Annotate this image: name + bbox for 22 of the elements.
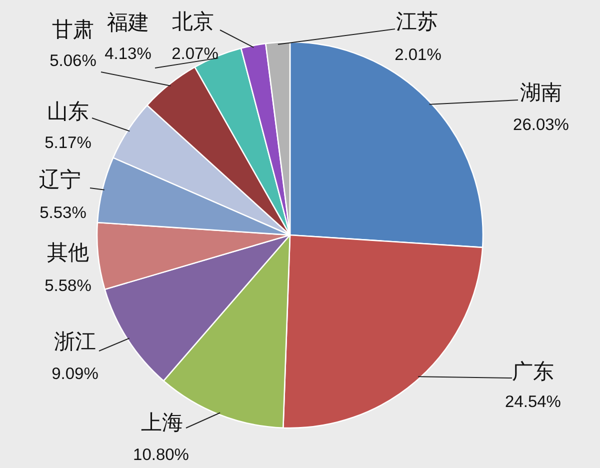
data-label: 26.03% [513,116,570,134]
slice-label: 上海 [141,412,183,434]
data-label: 5.17% [44,134,92,152]
data-label: 2.07% [172,45,219,63]
slice-label: 浙江 [54,330,96,354]
slice-label: 山东 [47,100,89,124]
slice-label: 其他 [47,242,89,264]
slice-label: 广东 [512,360,554,384]
data-label: 5.58% [44,277,92,295]
data-label: 24.54% [505,393,562,411]
data-label: 9.09% [52,365,99,383]
slice-label: 甘肃 [52,18,94,42]
slice-label: 辽宁 [39,168,81,192]
slice-label: 北京 [172,10,214,34]
data-label: 5.06% [50,52,97,70]
slice-label: 江苏 [396,10,438,34]
slice-label: 湖南 [520,82,562,104]
slice-label: 福建 [107,12,149,34]
data-label: 2.01% [394,46,442,64]
data-label: 4.13% [104,45,152,63]
data-label: 10.80% [133,446,190,464]
data-label: 5.53% [40,204,87,222]
